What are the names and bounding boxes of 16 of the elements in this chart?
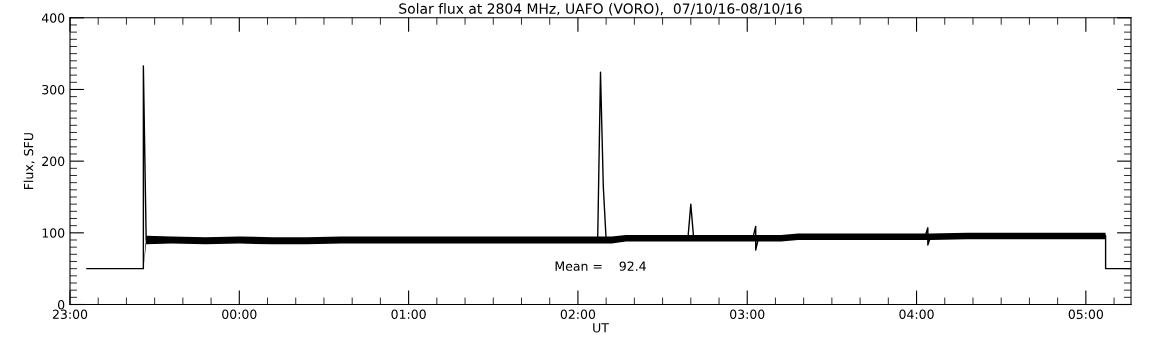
x-tick-label: 01:00 xyxy=(391,309,426,320)
chart-title: Solar flux at 2804 MHz, UAFO (VORO), 07/10/16-08/10/16 xyxy=(399,3,802,16)
y-tick-label: 100 xyxy=(42,228,65,238)
y-tick-label: 200 xyxy=(42,156,65,167)
x-tick-label: 02:00 xyxy=(560,309,596,320)
annotation: Mean = 92.4 xyxy=(555,261,646,271)
x-tick-label: 23:00 xyxy=(52,309,88,320)
y-tick-label: 0 xyxy=(58,299,65,310)
y-axis-title: Flux, SFU xyxy=(23,133,35,190)
x-tick-label: 03:00 xyxy=(730,309,765,320)
x-tick-label: 00:00 xyxy=(222,309,257,320)
x-axis-title: UT xyxy=(593,323,609,333)
x-tick-label: 05:00 xyxy=(1068,309,1104,320)
y-tick-label: 300 xyxy=(42,84,65,95)
y-tick-label: 400 xyxy=(41,13,65,23)
x-tick-label: 04:00 xyxy=(899,309,934,320)
